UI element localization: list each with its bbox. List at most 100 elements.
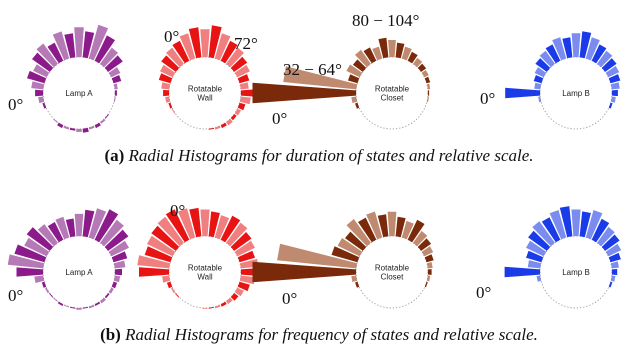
caption-a-text: Radial Histograms for duration of states… bbox=[128, 146, 534, 165]
histogram-bar bbox=[395, 216, 406, 238]
histogram-bar bbox=[82, 306, 88, 309]
histogram-bar bbox=[597, 226, 615, 247]
histogram-bar bbox=[424, 254, 434, 263]
histogram-bar bbox=[421, 246, 434, 257]
histogram-bar bbox=[337, 238, 363, 257]
histogram-bar bbox=[591, 44, 607, 64]
histogram-bar bbox=[427, 90, 430, 96]
histogram-bar bbox=[82, 127, 89, 133]
histogram-bar bbox=[108, 67, 121, 78]
histogram-bar bbox=[163, 89, 170, 97]
chart-inner-label: Rotatable bbox=[188, 264, 223, 273]
histogram-bar bbox=[208, 306, 214, 309]
histogram-bar bbox=[230, 114, 237, 121]
histogram-bar bbox=[536, 275, 542, 282]
histogram-bar bbox=[355, 49, 371, 68]
histogram-bar bbox=[34, 275, 45, 283]
histogram-bar bbox=[237, 281, 250, 292]
histogram-bar bbox=[179, 33, 196, 61]
angle-label: 0° bbox=[8, 95, 23, 114]
histogram-bar bbox=[527, 260, 542, 269]
angle-label: 72° bbox=[234, 34, 258, 53]
histogram-bar bbox=[331, 246, 360, 263]
angle-label: 0° bbox=[282, 289, 297, 308]
histogram-bar bbox=[505, 87, 541, 99]
histogram-bar bbox=[100, 219, 124, 247]
histogram-bar bbox=[161, 55, 180, 72]
histogram-bar bbox=[611, 89, 618, 97]
histogram-bar bbox=[413, 230, 428, 247]
histogram-bar bbox=[533, 75, 544, 84]
histogram-bar bbox=[528, 230, 551, 251]
histogram-bar bbox=[37, 224, 58, 247]
histogram-bar bbox=[585, 37, 600, 61]
histogram-bar bbox=[226, 47, 244, 68]
histogram-bar bbox=[601, 234, 620, 251]
caption-a-letter: (a) bbox=[104, 146, 125, 165]
histogram-bar bbox=[168, 102, 173, 109]
caption-a: (a) Radial Histograms for duration of st… bbox=[0, 146, 638, 166]
histogram-bar bbox=[100, 118, 106, 124]
histogram-bar bbox=[57, 122, 64, 129]
chart-inner-label: Wall bbox=[197, 94, 212, 103]
histogram-bar bbox=[57, 301, 64, 306]
histogram-bar bbox=[94, 209, 119, 243]
histogram-bar bbox=[401, 46, 412, 61]
histogram-bar bbox=[74, 27, 84, 58]
histogram-bar bbox=[234, 64, 250, 78]
histogram-bar bbox=[549, 210, 567, 240]
histogram-bar bbox=[608, 252, 621, 263]
histogram-bar bbox=[189, 207, 202, 238]
histogram-bar bbox=[562, 37, 573, 59]
histogram-bar bbox=[100, 297, 106, 304]
histogram-bar bbox=[226, 222, 248, 247]
histogram-bar bbox=[104, 229, 129, 251]
histogram-bar bbox=[220, 40, 238, 64]
histogram-bar bbox=[24, 237, 50, 257]
histogram-bar bbox=[426, 83, 431, 90]
histogram-bar bbox=[45, 287, 50, 294]
histogram-bar bbox=[234, 108, 241, 116]
histogram-bar bbox=[208, 211, 220, 238]
histogram-bar bbox=[504, 266, 541, 278]
histogram-bar bbox=[147, 235, 176, 257]
histogram-bar bbox=[113, 83, 118, 90]
histogram-bar bbox=[74, 213, 84, 237]
histogram-bar bbox=[426, 275, 431, 282]
histogram-bar bbox=[114, 268, 122, 276]
histogram-bar bbox=[237, 102, 246, 111]
histogram-bar bbox=[239, 96, 251, 105]
histogram-bar bbox=[55, 216, 70, 240]
histogram-bar bbox=[36, 43, 58, 68]
chart-inner-label: Lamp B bbox=[562, 268, 590, 277]
histogram-bar bbox=[104, 55, 123, 72]
histogram-bar bbox=[277, 243, 358, 269]
histogram-bar bbox=[76, 307, 82, 310]
histogram-bar bbox=[571, 33, 581, 58]
histogram-bar bbox=[214, 215, 230, 240]
histogram-bar bbox=[237, 250, 255, 263]
histogram-bar bbox=[41, 281, 47, 288]
histogram-bar bbox=[610, 96, 616, 103]
chart-inner-label: Lamp B bbox=[562, 89, 590, 98]
histogram-bar bbox=[14, 244, 47, 263]
histogram-bar bbox=[88, 125, 95, 130]
histogram-bar bbox=[108, 287, 114, 294]
chart-inner-label: Closet bbox=[381, 94, 404, 103]
chart-inner-label: Lamp A bbox=[65, 89, 93, 98]
radial-chart-lamp-a-a: Lamp A bbox=[27, 24, 123, 133]
histogram-bar bbox=[552, 37, 567, 61]
histogram-bar bbox=[230, 56, 248, 72]
histogram-bar bbox=[177, 208, 196, 240]
histogram-bar bbox=[47, 222, 64, 243]
histogram-bar bbox=[16, 267, 44, 277]
chart-inner-label: Rotatable bbox=[375, 85, 410, 94]
histogram-bar bbox=[427, 269, 432, 275]
histogram-bar bbox=[111, 251, 128, 263]
histogram-bar bbox=[47, 42, 64, 64]
histogram-bar bbox=[611, 269, 618, 275]
caption-b: (b) Radial Histograms for frequency of s… bbox=[0, 325, 638, 345]
